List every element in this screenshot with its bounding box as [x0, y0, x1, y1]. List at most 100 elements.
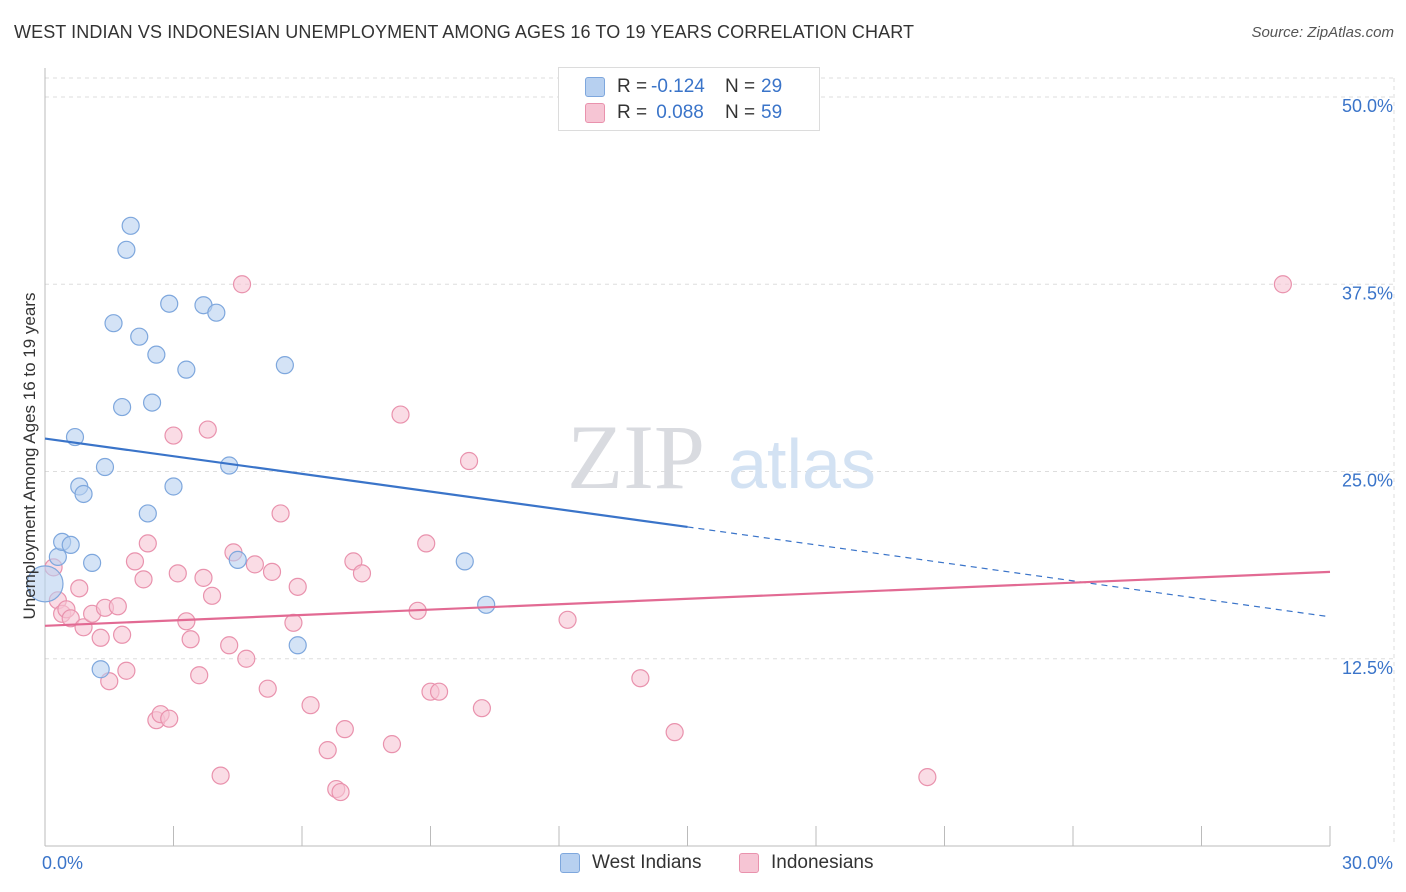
point-indonesians — [108, 597, 127, 616]
trend-line-indonesians — [44, 570, 1331, 627]
point-indonesians — [134, 570, 153, 589]
point-indonesians — [211, 766, 230, 785]
series-west-indians — [26, 216, 496, 679]
tick-labels: 12.5% 25.0% 37.5% 50.0% 0.0% 30.0% — [42, 96, 1393, 873]
bottom-legend-label-west-indians: West Indians — [592, 852, 702, 873]
point-west-indians — [26, 565, 64, 603]
point-west-indians — [91, 660, 110, 679]
x-tick-label-min: 0.0% — [42, 853, 83, 873]
watermark: ZIP atlas — [567, 406, 876, 508]
y-axis-label: Unemployment Among Ages 16 to 19 years — [20, 293, 39, 620]
y-tick-label: 37.5% — [1342, 283, 1393, 303]
axes — [44, 68, 1331, 847]
point-indonesians — [112, 625, 132, 644]
point-indonesians — [190, 666, 209, 685]
point-west-indians — [147, 345, 166, 364]
point-west-indians — [177, 360, 196, 379]
y-tick-label: 12.5% — [1342, 658, 1393, 678]
point-indonesians — [331, 782, 350, 802]
trend-line-west-indians — [44, 437, 688, 529]
point-indonesians — [232, 275, 252, 294]
point-indonesians — [271, 504, 290, 523]
point-west-indians — [130, 327, 149, 346]
point-indonesians — [665, 723, 684, 742]
point-indonesians — [202, 586, 222, 605]
legend-row-indonesians: R = 0.088 N = 59 — [585, 101, 782, 125]
point-west-indians — [117, 240, 136, 259]
bottom-legend-swatch-blue — [560, 853, 580, 873]
y-tick-label: 50.0% — [1342, 96, 1393, 116]
point-indonesians — [391, 405, 410, 424]
point-west-indians — [207, 303, 226, 322]
point-west-indians — [160, 294, 179, 313]
point-west-indians — [164, 477, 183, 496]
point-west-indians — [61, 535, 80, 555]
bottom-legend-indonesians: Indonesians — [739, 852, 873, 874]
point-indonesians — [301, 696, 320, 715]
point-west-indians — [104, 314, 123, 333]
legend-swatch-pink — [585, 103, 605, 123]
point-indonesians — [125, 552, 145, 571]
point-indonesians — [429, 682, 449, 701]
point-west-indians — [112, 397, 132, 417]
point-west-indians — [95, 457, 115, 477]
point-indonesians — [220, 636, 239, 655]
point-indonesians — [258, 679, 277, 698]
point-indonesians — [61, 609, 80, 628]
point-indonesians — [70, 579, 89, 598]
legend-r-value: 0.088 — [651, 102, 704, 123]
point-indonesians — [198, 420, 217, 439]
point-indonesians — [918, 767, 937, 787]
legend-row-west-indians: R = -0.124 N = 29 — [585, 75, 782, 99]
point-west-indians — [138, 504, 157, 523]
trend-lines — [44, 437, 1331, 627]
point-indonesians — [318, 741, 337, 760]
bottom-legend: West Indians Indonesians — [0, 852, 1406, 878]
point-indonesians — [335, 720, 354, 739]
point-west-indians — [288, 636, 307, 655]
point-indonesians — [160, 709, 179, 728]
point-indonesians — [245, 555, 264, 574]
point-west-indians — [83, 553, 102, 572]
point-west-indians — [142, 393, 162, 412]
point-indonesians — [117, 661, 136, 680]
legend-n-label: N = — [725, 76, 756, 97]
point-indonesians — [164, 426, 183, 445]
legend-r-label: R = — [617, 102, 648, 123]
legend: R = -0.124 N = 29 R = 0.088 N = 59 — [558, 67, 820, 131]
point-west-indians — [74, 484, 93, 504]
point-west-indians — [228, 550, 247, 569]
point-west-indians — [275, 356, 294, 375]
series-indonesians — [44, 275, 1292, 802]
point-indonesians — [168, 564, 187, 583]
point-indonesians — [177, 612, 196, 631]
point-indonesians — [138, 534, 157, 553]
chart-title: WEST INDIAN VS INDONESIAN UNEMPLOYMENT A… — [14, 22, 915, 42]
legend-r-value: -0.124 — [651, 76, 705, 97]
point-indonesians — [284, 613, 303, 632]
legend-n-value: 59 — [761, 102, 783, 123]
point-indonesians — [352, 564, 372, 583]
point-indonesians — [558, 610, 577, 629]
point-indonesians — [459, 451, 479, 471]
watermark-zip: ZIP — [567, 406, 705, 508]
point-west-indians — [48, 547, 67, 566]
bottom-legend-swatch-pink — [739, 853, 759, 873]
y-tick-label: 25.0% — [1342, 471, 1393, 491]
point-west-indians — [121, 216, 140, 235]
point-west-indians — [477, 595, 496, 614]
point-indonesians — [382, 735, 402, 754]
watermark-atlas: atlas — [728, 425, 876, 503]
point-indonesians — [262, 562, 282, 581]
point-indonesians — [472, 699, 491, 718]
point-indonesians — [631, 669, 650, 688]
legend-n-label: N = — [725, 102, 756, 123]
bottom-legend-label-indonesians: Indonesians — [771, 852, 874, 873]
point-indonesians — [91, 628, 110, 647]
source-label: Source: ZipAtlas.com — [1251, 24, 1394, 41]
trend-line-west-indians-extension — [687, 526, 1331, 618]
point-indonesians — [181, 630, 200, 649]
point-indonesians — [1273, 275, 1292, 294]
point-indonesians — [288, 577, 307, 596]
